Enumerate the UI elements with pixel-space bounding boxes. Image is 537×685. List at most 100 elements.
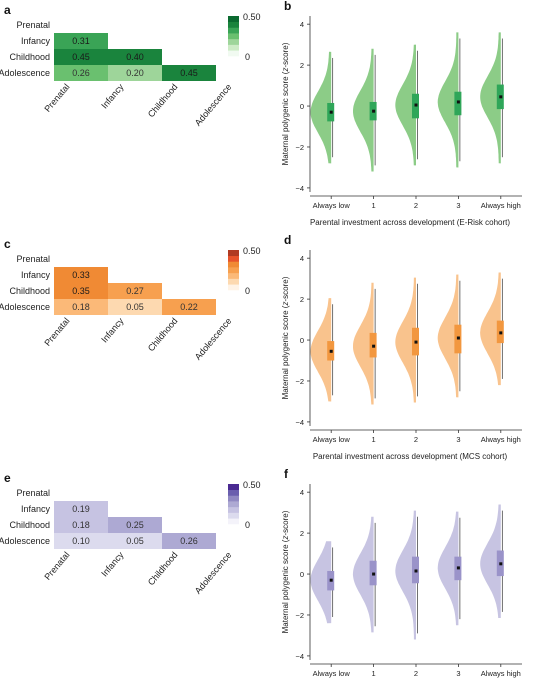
cell-value: 0.26: [72, 68, 90, 78]
heatmap-cell: [108, 299, 162, 315]
row-label: Childhood: [9, 52, 50, 62]
panel-label: e: [4, 471, 11, 485]
heatmap-panel-a: a Prenatal Infancy Childhood Adolescence 0.31…: [0, 3, 261, 128]
y-tick-label: −2: [295, 377, 304, 386]
violin-shape: [310, 541, 332, 624]
x-tick-label: 1: [372, 201, 376, 210]
cell-value: 0.05: [126, 302, 144, 312]
cell-value: 0.25: [126, 520, 144, 530]
colorbar-swatch: [228, 27, 239, 34]
cell-value: 0.45: [72, 52, 90, 62]
median-marker: [414, 569, 418, 573]
colorbar-swatch: [228, 38, 239, 45]
row-label: Childhood: [9, 520, 50, 530]
x-tick-label: 3: [456, 201, 460, 210]
colorbar-swatch: [228, 255, 239, 262]
colorbar-swatch: [228, 44, 239, 51]
column-label: Childhood: [146, 550, 180, 587]
x-tick-label: Always high: [481, 201, 521, 210]
cell-value: 0.18: [72, 520, 90, 530]
column-label: Infancy: [99, 315, 126, 344]
x-tick-label: 3: [456, 435, 460, 444]
y-tick-label: 2: [300, 295, 304, 304]
y-tick-label: −4: [295, 184, 304, 193]
column-label: Prenatal: [42, 550, 71, 582]
x-tick-label: Always high: [481, 435, 521, 444]
heatmap-cell: [108, 283, 162, 299]
median-marker: [499, 95, 503, 99]
heatmap-cell: [54, 501, 108, 517]
x-tick-label: Always low: [313, 669, 351, 678]
colorbar-swatch: [228, 50, 239, 57]
colorbar-swatch: [228, 16, 239, 23]
violin-shape: [437, 274, 459, 398]
median-marker: [456, 100, 460, 104]
colorbar-swatch: [228, 33, 239, 40]
median-marker: [372, 572, 376, 576]
y-axis-label: Maternal polygenic score (z-score): [281, 510, 290, 633]
violin-shape: [310, 298, 332, 402]
colorbar-max-label: 0.50: [243, 246, 261, 256]
y-tick-label: 0: [300, 570, 304, 579]
colorbar-swatch: [228, 21, 239, 28]
column-label: Adolescence: [193, 316, 234, 362]
panel-label: b: [284, 0, 291, 13]
x-tick-label: 3: [456, 669, 460, 678]
violin-shape: [353, 282, 374, 405]
y-tick-label: 2: [300, 529, 304, 538]
column-label: Infancy: [99, 549, 126, 578]
heatmap-cell: [54, 533, 108, 549]
row-label: Adolescence: [0, 302, 50, 312]
x-axis-label: Parental investment across development (…: [310, 218, 510, 227]
cell-value: 0.40: [126, 52, 144, 62]
y-tick-label: −4: [295, 652, 304, 661]
heatmap-panel-c: c Prenatal Infancy Childhood Adolescence 0.33…: [0, 237, 261, 362]
cell-value: 0.45: [180, 68, 198, 78]
median-marker: [329, 578, 333, 582]
heatmap-cell: [108, 49, 162, 65]
heatmap-cell: [54, 517, 108, 533]
column-label: Prenatal: [42, 316, 71, 348]
cell-value: 0.22: [180, 302, 198, 312]
colorbar-min-label: 0: [245, 520, 250, 530]
colorbar-swatch: [228, 518, 239, 525]
colorbar-max-label: 0.50: [243, 12, 261, 22]
y-tick-label: 2: [300, 61, 304, 70]
heatmap-panel-e: e Prenatal Infancy Childhood Adolescence 0.19…: [0, 471, 261, 596]
cell-value: 0.19: [72, 504, 90, 514]
y-tick-label: 4: [300, 254, 304, 263]
row-label: Prenatal: [16, 20, 50, 30]
heatmap-cell: [108, 517, 162, 533]
heatmap-cell: [54, 65, 108, 81]
heatmap-cell: [108, 65, 162, 81]
heatmap-cell: [54, 33, 108, 49]
cell-value: 0.26: [180, 536, 198, 546]
colorbar-swatch: [228, 495, 239, 502]
heatmap-cell: [54, 49, 108, 65]
violin-shape: [310, 51, 332, 164]
colorbar-max-label: 0.50: [243, 480, 261, 490]
y-tick-label: 4: [300, 488, 304, 497]
colorbar-swatch: [228, 267, 239, 274]
median-marker: [414, 103, 418, 107]
colorbar-swatch: [228, 512, 239, 519]
column-label: Adolescence: [193, 82, 234, 128]
colorbar-swatch: [228, 278, 239, 285]
median-marker: [329, 349, 333, 353]
median-marker: [499, 331, 503, 335]
cell-value: 0.10: [72, 536, 90, 546]
panel-label: a: [4, 3, 11, 17]
colorbar-min-label: 0: [245, 286, 250, 296]
heatmap-cell: [108, 533, 162, 549]
heatmap-cell: [54, 267, 108, 283]
x-tick-label: Always low: [313, 435, 351, 444]
cell-value: 0.05: [126, 536, 144, 546]
panel-label: c: [4, 237, 11, 251]
violin-panel-b: b −4 −2 0 2 4 Always low 1 2 3 Always high Parental…: [281, 0, 522, 227]
median-marker: [456, 336, 460, 340]
colorbar-swatch: [228, 501, 239, 508]
y-axis-label: Maternal polygenic score (z-score): [281, 42, 290, 165]
heatmap-cell: [54, 299, 108, 315]
